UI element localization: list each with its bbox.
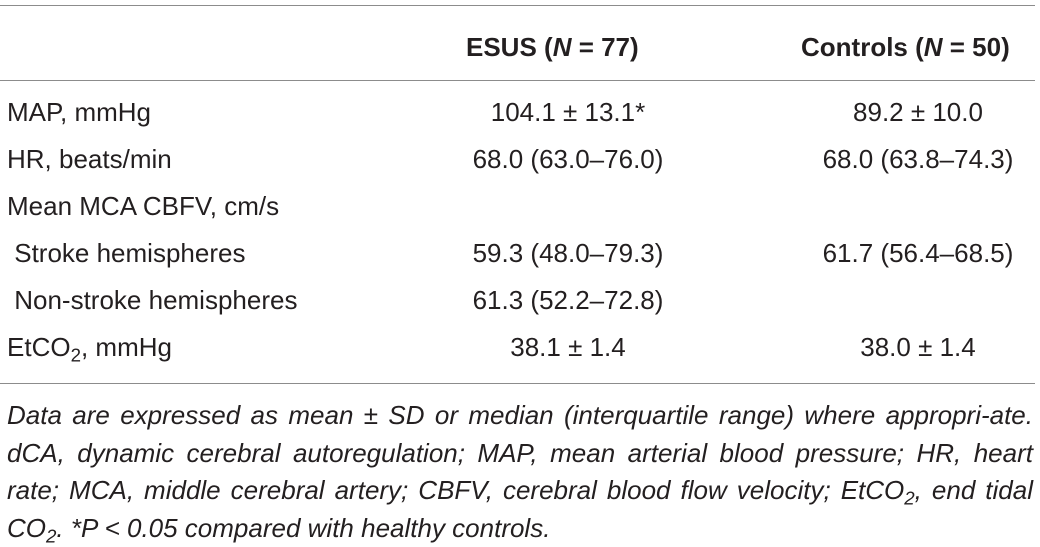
controls-value: 38.0 ± 1.4 [860, 332, 976, 362]
etco2-prefix: EtCO [7, 332, 71, 362]
footnote-text-3: . *P < 0.05 compared with healthy contro… [56, 512, 551, 543]
row-label: Mean MCA CBFV, cm/s [7, 191, 280, 221]
row-label: MAP, mmHg [7, 97, 151, 127]
footnote-text-2: , end tidal CO [7, 475, 1033, 543]
esus-value: 68.0 (63.0–76.0) [472, 144, 664, 174]
controls-value: 89.2 ± 10.0 [853, 97, 983, 127]
controls-header-name: Controls ( [801, 32, 924, 62]
footnote-text-1: Data are expressed as mean ± SD or media… [7, 400, 1033, 505]
header-bottom-rule [0, 80, 1035, 81]
controls-value: 68.0 (63.8–74.3) [822, 144, 1014, 174]
footnote-sub-1: 2 [904, 487, 915, 509]
row-label: Non-stroke hemispheres [7, 285, 298, 315]
esus-n-symbol: N [552, 32, 572, 62]
controls-value: 61.7 (56.4–68.5) [822, 238, 1014, 268]
etco2-suffix: , mmHg [80, 332, 172, 362]
row-label: HR, beats/min [7, 144, 172, 174]
etco2-subscript: 2 [70, 344, 81, 366]
esus-value: 104.1 ± 13.1* [490, 97, 646, 127]
table-top-rule [0, 5, 1035, 6]
table-footnote: Data are expressed as mean ± SD or media… [7, 397, 1033, 547]
esus-header-name: ESUS ( [466, 32, 553, 62]
controls-n-value: = 50) [942, 32, 1010, 62]
esus-n-value: = 77) [571, 32, 639, 62]
controls-n-symbol: N [923, 32, 943, 62]
esus-value: 61.3 (52.2–72.8) [472, 285, 664, 315]
footnote-sub-2: 2 [46, 525, 57, 547]
esus-value: 38.1 ± 1.4 [510, 332, 626, 362]
row-label: Stroke hemispheres [7, 238, 246, 268]
row-label: EtCO2, mmHg [7, 331, 172, 366]
table-bottom-rule [0, 383, 1035, 384]
column-header-esus: ESUS (N = 77) [466, 31, 639, 63]
esus-value: 59.3 (48.0–79.3) [472, 238, 664, 268]
column-header-controls: Controls (N = 50) [801, 31, 1010, 63]
